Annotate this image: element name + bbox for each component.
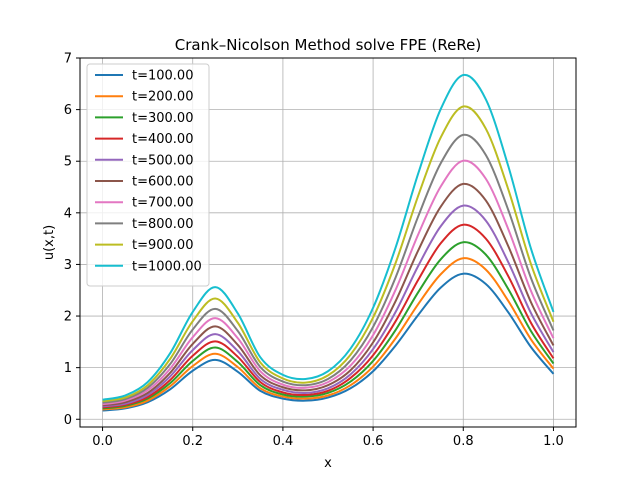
legend-label: t=1000.00 — [132, 259, 202, 274]
series-line-1 — [102, 272, 555, 412]
x-tick-label: 0.0 — [92, 434, 113, 449]
series-line-9 — [102, 105, 555, 403]
chart-title: Crank–Nicolson Method solve FPE (ReRe) — [175, 36, 481, 54]
y-tick-label: 1 — [64, 361, 72, 376]
legend-label: t=900.00 — [132, 238, 193, 253]
legend: t=100.00 t=200.00 t=300.00 t=400.00 t=500.00… — [86, 63, 210, 287]
legend-label: t=600.00 — [132, 175, 193, 190]
x-tick-label: 1.0 — [543, 434, 564, 449]
legend-label: t=500.00 — [132, 153, 193, 168]
x-tick-label: 0.2 — [182, 434, 203, 449]
y-axis: 0 1 2 3 4 5 6 7 — [64, 52, 80, 428]
legend-label: t=400.00 — [132, 132, 193, 147]
axes-frame — [79, 57, 577, 428]
y-tick-label: 3 — [64, 258, 72, 273]
x-tick-label: 0.6 — [363, 434, 384, 449]
y-tick-label: 7 — [64, 52, 72, 67]
x-tick-label: 0.4 — [273, 434, 294, 449]
series-line-4 — [102, 223, 555, 409]
legend-label: t=700.00 — [132, 196, 193, 211]
legend-box — [86, 63, 210, 287]
series-line-3 — [102, 241, 555, 410]
y-tick-label: 5 — [64, 155, 72, 170]
x-tick-label: 0.8 — [453, 434, 474, 449]
x-axis: 0.0 0.2 0.4 0.6 0.8 1.0 — [92, 427, 564, 449]
series-line-5 — [102, 204, 555, 408]
series-line-6 — [102, 182, 555, 407]
y-axis-label: u(x,t) — [42, 225, 57, 260]
series-line-10 — [102, 73, 555, 401]
legend-label: t=100.00 — [132, 69, 193, 84]
series-line-7 — [102, 159, 555, 406]
legend-label: t=300.00 — [132, 111, 193, 126]
legend-label: t=200.00 — [132, 90, 193, 105]
y-tick-label: 6 — [64, 103, 72, 118]
series-line-8 — [102, 133, 555, 404]
legend-label: t=800.00 — [132, 217, 193, 232]
y-tick-label: 0 — [64, 413, 72, 428]
plot-area — [102, 73, 555, 412]
y-tick-label: 4 — [64, 206, 72, 221]
x-axis-label: x — [324, 456, 332, 471]
y-tick-label: 2 — [64, 310, 72, 325]
series-line-2 — [102, 257, 555, 411]
